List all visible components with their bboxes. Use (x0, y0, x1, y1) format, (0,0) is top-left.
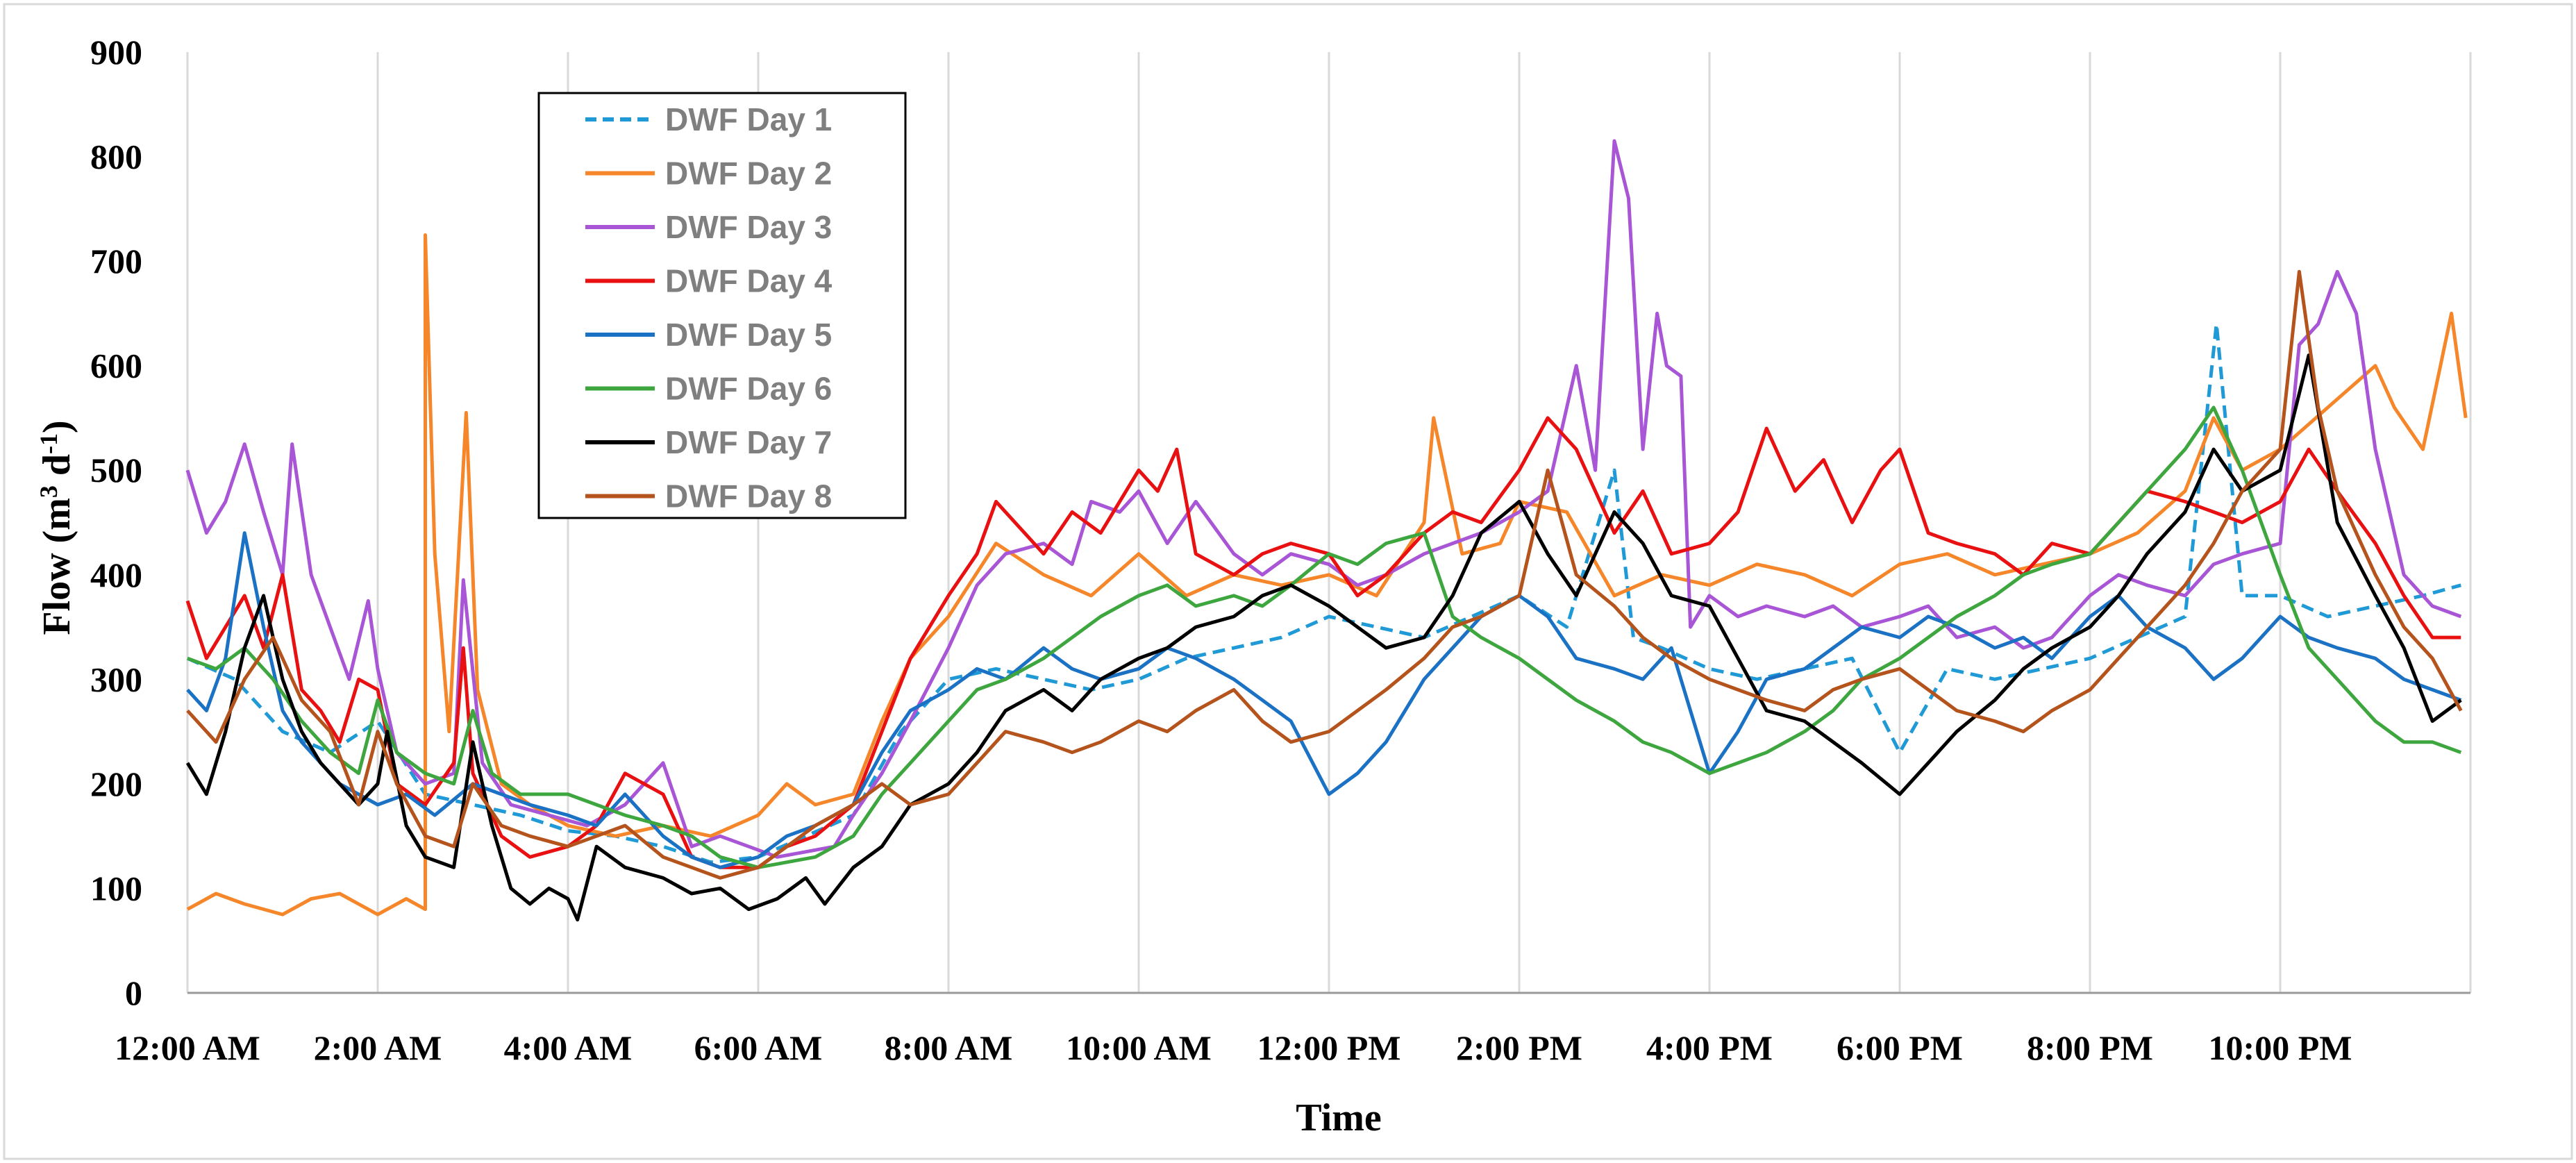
series-line-day-1 (186, 321, 2461, 864)
y-axis-title-base: Flow (m (35, 498, 78, 635)
x-tick-label-7: 2:00 PM (1456, 1028, 1582, 1067)
series-line-day-7 (185, 353, 2462, 922)
y-tick-label-600: 600 (90, 346, 142, 385)
x-tick-label-11: 10:00 PM (2209, 1028, 2352, 1067)
legend-label-day-3: DWF Day 3 (665, 209, 832, 245)
series-line-day-8 (186, 269, 2463, 880)
legend-label-day-2: DWF Day 2 (665, 156, 832, 192)
legend-label-day-7: DWF Day 7 (665, 424, 832, 460)
x-tick-label-9: 6:00 PM (1837, 1028, 1963, 1067)
series-line-day-2 (186, 233, 2468, 917)
y-axis-title-sup1: 3 (35, 485, 62, 498)
x-tick-label-5: 10:00 AM (1066, 1028, 1212, 1067)
legend-box (537, 92, 907, 519)
y-tick-label-900: 900 (90, 33, 142, 72)
legend-label-day-5: DWF Day 5 (665, 317, 832, 353)
x-tick-label-2: 4:00 AM (504, 1028, 633, 1067)
y-axis-title-sup2: -1 (35, 433, 62, 454)
vertical-gridlines (186, 52, 2472, 993)
legend-label-day-1: DWF Day 1 (665, 101, 832, 137)
legend: DWF Day 1 DWF Day 2 DWF Day 3 DWF Day 4 DWF … (537, 92, 907, 519)
y-tick-label-100: 100 (90, 869, 142, 907)
y-tick-label-500: 500 (90, 451, 142, 490)
x-tick-label-8: 4:00 PM (1646, 1028, 1773, 1067)
x-tick-label-3: 6:00 AM (694, 1028, 823, 1067)
y-axis-title: Flow (m3 d-1) (35, 420, 78, 635)
series-layer (185, 139, 2468, 922)
series-line-day-3 (185, 139, 2462, 859)
y-tick-label-200: 200 (90, 764, 142, 803)
legend-label-day-8: DWF Day 8 (665, 478, 832, 514)
y-tick-labels: 0 100 200 300 400 500 600 700 800 900 (90, 33, 142, 1012)
y-axis-title-end: ) (35, 420, 78, 433)
x-tick-label-0: 12:00 AM (115, 1028, 260, 1067)
x-tick-label-1: 2:00 AM (314, 1028, 442, 1067)
legend-label-day-4: DWF Day 4 (665, 263, 833, 299)
x-tick-labels: 12:00 AM 2:00 AM 4:00 AM 6:00 AM 8:00 AM 10:0… (115, 1028, 2352, 1067)
y-tick-label-400: 400 (90, 555, 142, 594)
x-tick-label-4: 8:00 AM (885, 1028, 1013, 1067)
x-axis-title: Time (1296, 1096, 1381, 1139)
y-tick-label-700: 700 (90, 242, 142, 281)
x-tick-label-10: 8:00 PM (2027, 1028, 2153, 1067)
y-tick-label-0: 0 (125, 973, 142, 1012)
series-line-day-5 (186, 531, 2462, 869)
series-line-day-4 (185, 416, 2461, 869)
legend-label-day-6: DWF Day 6 (665, 371, 832, 407)
y-axis-title-mid: d (35, 454, 78, 485)
y-tick-label-800: 800 (90, 137, 142, 176)
chart-border (3, 3, 2573, 1160)
x-tick-label-6: 12:00 PM (1257, 1028, 1401, 1067)
y-tick-label-300: 300 (90, 660, 142, 698)
